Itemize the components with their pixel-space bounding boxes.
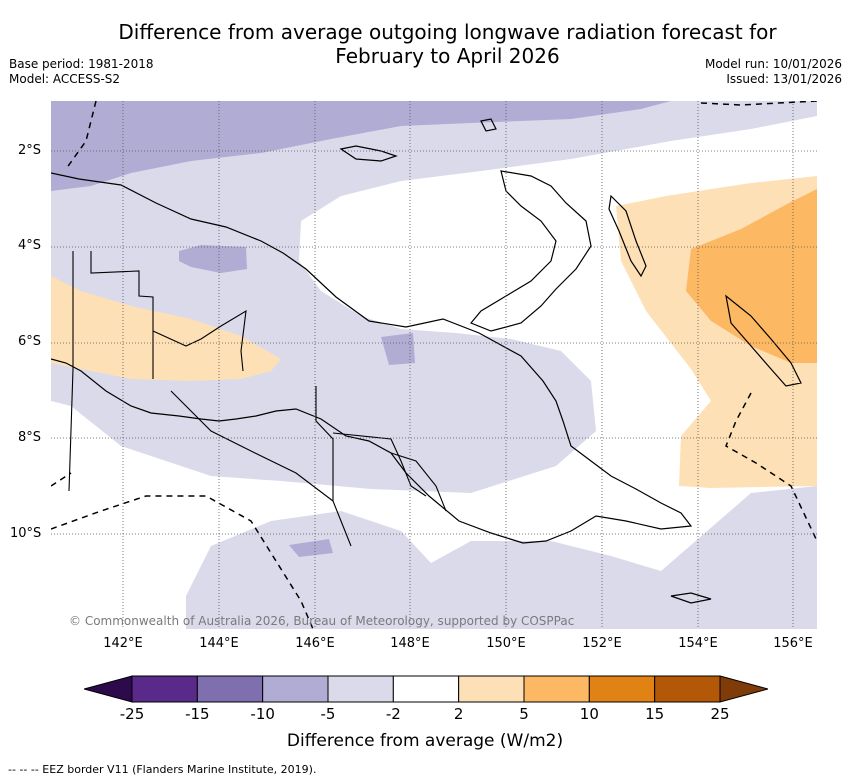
lon-label-148e: 148°E [390, 636, 430, 651]
colorbar-tick-label: -15 [185, 705, 210, 723]
colorbar-tick-label: 5 [519, 705, 529, 723]
border-province-4 [332, 432, 427, 497]
border-international [68, 251, 74, 492]
eez-south [51, 495, 314, 629]
colorbar-tick-label: -10 [250, 705, 275, 723]
colorbar-segment [588, 675, 656, 703]
title-line-1: Difference from average outgoing longwav… [118, 20, 777, 44]
colorbar-segment [654, 675, 721, 703]
colorbar-tick-label: 2 [453, 705, 464, 723]
colorbar-cap-low [84, 675, 133, 703]
border-province-2 [170, 390, 334, 502]
eez-northeast [700, 101, 817, 106]
map-title: Difference from average outgoing longwav… [0, 20, 850, 68]
run-info: Model run: 10/01/2026 Issued: 13/01/2026 [705, 57, 842, 87]
coastlines [51, 118, 802, 604]
border-province-1 [152, 309, 247, 372]
colorbar-tick-label: 25 [710, 705, 730, 723]
lon-label-150e: 150°E [486, 636, 526, 651]
border-west [90, 251, 154, 379]
colorbar-tick-label: -5 [320, 705, 336, 723]
base-period: Base period: 1981-2018 [9, 57, 154, 71]
issued-date: Issued: 13/01/2026 [726, 72, 842, 86]
border-province-5 [390, 452, 447, 512]
eez-northwest [65, 101, 97, 170]
lon-label-146e: 146°E [295, 636, 335, 651]
anomaly-region-lavender-north [51, 101, 671, 191]
lon-label-156e: 156°E [773, 636, 813, 651]
eez-east [725, 392, 817, 542]
manus-island-coastline [339, 145, 398, 162]
colorbar-title: Difference from average (W/m2) [286, 731, 564, 751]
bougainville-coastline [725, 294, 802, 387]
anomaly-region-lavender-west [179, 245, 247, 273]
anomaly-region-lavender-south [289, 539, 333, 557]
gridlines [51, 101, 817, 629]
lon-label-152e: 152°E [582, 636, 622, 651]
colorbar-segment [196, 675, 264, 703]
lon-label-142e: 142°E [103, 636, 143, 651]
colorbar-segment [523, 675, 590, 703]
model-info: Base period: 1981-2018 Model: ACCESS-S2 [9, 57, 154, 87]
anomaly-region-light-lavender-south [186, 486, 817, 629]
anomaly-region-lavender-central [381, 333, 415, 365]
copyright-notice: © Commonwealth of Australia 2026, Bureau… [69, 614, 575, 628]
lon-label-154e: 154°E [678, 636, 718, 651]
lat-label-6s: 6°S [18, 334, 42, 349]
lat-label-10s: 10°S [10, 526, 42, 541]
colorbar-tick-label: 10 [579, 705, 599, 723]
lat-label-4s: 4°S [18, 238, 42, 253]
border-province-3 [315, 386, 352, 547]
anomaly-region-light-orange-west [51, 276, 281, 381]
model-run: Model run: 10/01/2026 [704, 57, 842, 71]
louisiade-islands [670, 592, 712, 604]
colorbar-tick-label: -25 [119, 705, 145, 723]
colorbar [84, 675, 768, 703]
new-britain-coastline [470, 170, 592, 332]
new-guinea-coastline [51, 172, 693, 544]
anomaly-region-orange-east [686, 189, 817, 363]
lat-label-2s: 2°S [18, 143, 42, 158]
colorbar-tick-label: 15 [645, 705, 665, 723]
anomaly-region-light-lavender-north [51, 101, 817, 493]
new-ireland-coastline [608, 194, 647, 278]
eez-borders [51, 101, 817, 629]
colorbar-cap-high [719, 675, 768, 703]
lon-label-144e: 144°E [199, 636, 239, 651]
colorbar-segment [262, 675, 329, 703]
colorbar-segment [131, 675, 198, 703]
lat-label-8s: 8°S [18, 430, 42, 445]
eez-southwest [51, 472, 72, 487]
title-line-2: February to April 2026 [335, 44, 560, 68]
map-panel [51, 101, 817, 629]
colorbar-segment [458, 675, 525, 703]
province-borders [68, 251, 447, 547]
new-hanover-coastline [480, 118, 497, 132]
model-name: Model: ACCESS-S2 [9, 72, 121, 86]
colorbar-segments [131, 675, 721, 703]
colorbar-segment [392, 675, 460, 703]
colorbar-segment [327, 675, 394, 703]
colorbar-tick-label: -2 [385, 705, 401, 723]
eez-legend-note: -- -- -- EEZ border V11 (Flanders Marine… [8, 763, 317, 776]
